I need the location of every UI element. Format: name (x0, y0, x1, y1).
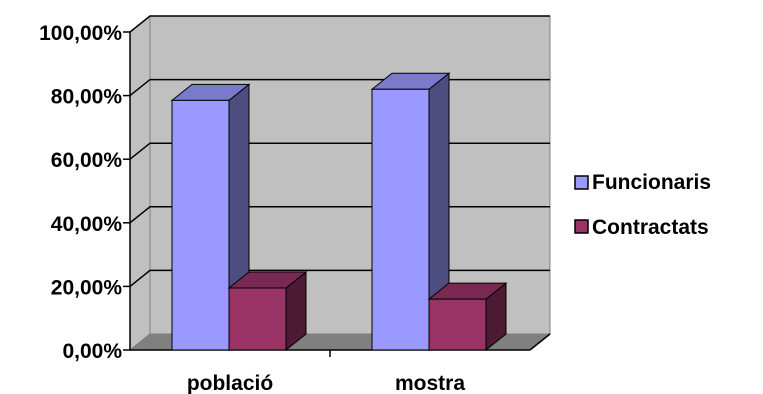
legend: Funcionaris Contractats (568, 163, 760, 243)
bar-front (228, 287, 287, 351)
legend-label-funcionaris: Funcionaris (592, 171, 711, 194)
bars (170, 72, 508, 352)
x-tick-label: mostra (395, 372, 465, 394)
floor-edge (529, 333, 551, 351)
y-tick-label: 80,00% (51, 86, 123, 109)
bar-contractats-1 (427, 282, 508, 352)
legend-box (568, 163, 760, 243)
y-tick-label: 20,00% (51, 276, 123, 299)
bar-front (371, 88, 430, 351)
bar-funcionaris-1 (370, 72, 451, 352)
bar-front (171, 99, 230, 351)
bar-front (428, 298, 487, 351)
legend-swatch-contractats (574, 219, 589, 234)
bar-contractats-0 (227, 270, 308, 352)
legend-swatch-funcionaris (574, 175, 589, 190)
y-tick-label: 40,00% (51, 213, 123, 236)
y-tick-label: 60,00% (51, 149, 123, 172)
legend-label-contractats: Contractats (592, 216, 709, 239)
legend-item-funcionaris: Funcionaris (574, 171, 711, 194)
y-axis-ticks: 0,00% 20,00% 40,00% 60,00% 80,00% 100,00% (39, 22, 122, 363)
y-tick-label: 0,00% (62, 340, 122, 363)
x-axis-ticks: població mostra (187, 372, 466, 394)
legend-item-contractats: Contractats (574, 216, 709, 239)
gridline (129, 15, 550, 33)
y-tick-label: 100,00% (39, 22, 122, 45)
side-wall (129, 14, 151, 352)
x-tick-label: població (187, 372, 273, 394)
